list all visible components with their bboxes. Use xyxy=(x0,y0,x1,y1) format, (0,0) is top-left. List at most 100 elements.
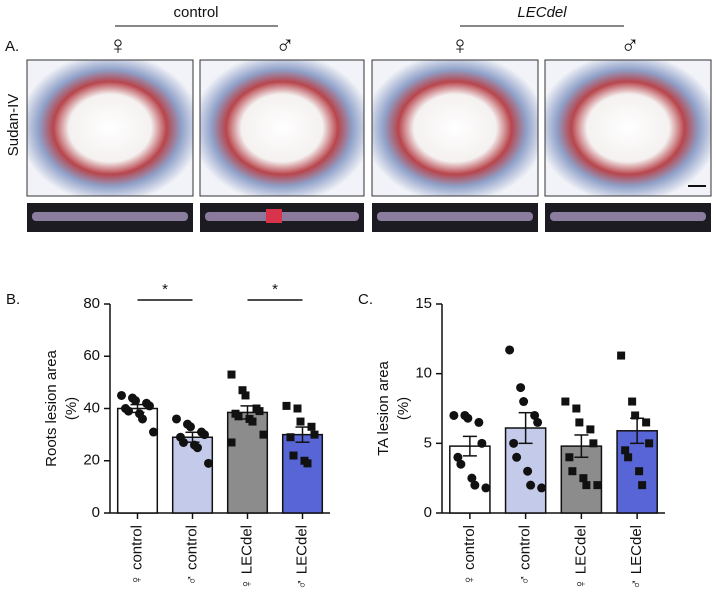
data-point xyxy=(193,443,202,453)
data-point xyxy=(565,453,574,462)
stain-label: Sudan-IV xyxy=(5,94,22,157)
data-point xyxy=(593,481,602,490)
data-point xyxy=(238,386,247,395)
data-point xyxy=(227,370,236,379)
significance-label: * xyxy=(162,281,168,298)
data-point xyxy=(186,422,195,432)
y-axis-label: TA lesion area xyxy=(375,360,392,455)
data-point xyxy=(642,418,651,427)
y-axis-label: (%) xyxy=(395,397,412,420)
data-point xyxy=(293,404,302,413)
data-point xyxy=(624,453,633,462)
data-point xyxy=(117,390,126,400)
data-point xyxy=(519,397,529,407)
data-point xyxy=(248,417,257,426)
x-tick-label: ♂ control xyxy=(183,525,200,585)
bar xyxy=(116,407,159,514)
micrographs xyxy=(26,59,712,232)
data-point xyxy=(470,480,480,490)
data-point xyxy=(179,437,188,447)
data-point xyxy=(282,401,291,410)
data-point xyxy=(145,401,154,411)
data-point xyxy=(259,430,268,439)
data-point xyxy=(234,412,243,421)
data-point xyxy=(509,438,519,448)
data-point xyxy=(579,474,588,483)
data-point xyxy=(227,438,236,447)
y-tick-label: 15 xyxy=(415,295,432,312)
aorta xyxy=(266,209,282,223)
data-point xyxy=(131,396,140,406)
x-tick-label: ♂ LECdel xyxy=(628,525,645,590)
x-tick-label: ♂ LECdel xyxy=(293,525,310,590)
data-point xyxy=(621,446,630,455)
y-tick-label: 60 xyxy=(83,347,100,364)
data-point xyxy=(477,438,487,448)
data-point xyxy=(582,481,591,490)
sex-symbol: ♂ xyxy=(620,30,640,60)
data-point xyxy=(572,404,581,413)
data-point xyxy=(138,414,147,424)
y-tick-label: 80 xyxy=(83,295,100,312)
data-point xyxy=(638,481,647,490)
data-point xyxy=(200,430,209,440)
sex-symbol: ♀ xyxy=(450,30,470,60)
panel-label: C. xyxy=(358,291,373,308)
group-label: LECdel xyxy=(517,4,567,21)
data-point xyxy=(307,422,316,431)
group-label: control xyxy=(173,4,218,21)
data-point xyxy=(172,414,181,424)
data-point xyxy=(255,407,264,416)
x-tick-label: ♀ control xyxy=(461,525,478,585)
data-point xyxy=(645,439,654,448)
data-point xyxy=(537,483,547,493)
y-tick-label: 10 xyxy=(415,365,432,382)
data-point xyxy=(568,467,577,476)
y-tick-label: 0 xyxy=(424,504,432,521)
y-tick-label: 0 xyxy=(92,504,100,521)
aorta xyxy=(32,212,188,221)
data-point xyxy=(456,459,466,469)
aorta xyxy=(550,212,706,221)
data-point xyxy=(310,430,319,439)
x-tick-label: ♀ LECdel xyxy=(238,525,255,590)
data-point xyxy=(628,397,637,406)
data-point xyxy=(241,391,250,400)
panel-label: B. xyxy=(6,291,20,308)
panel-label: A. xyxy=(5,38,19,55)
data-point xyxy=(449,410,459,420)
data-point xyxy=(453,452,463,462)
data-point xyxy=(289,451,298,460)
data-point xyxy=(530,410,540,420)
bar xyxy=(226,411,269,514)
sex-symbol: ♀ xyxy=(108,30,128,60)
data-point xyxy=(481,483,491,493)
sex-symbol: ♂ xyxy=(275,30,295,60)
micrograph xyxy=(199,59,365,197)
y-tick-label: 20 xyxy=(83,452,100,469)
data-point xyxy=(303,459,312,468)
x-tick-label: ♀ control xyxy=(128,525,145,585)
data-point xyxy=(204,458,213,468)
y-tick-label: 5 xyxy=(424,434,432,451)
y-axis-label: (%) xyxy=(63,397,80,420)
micrograph xyxy=(26,59,194,197)
x-tick-label: ♂ control xyxy=(517,525,534,585)
data-point xyxy=(523,466,533,476)
micrograph xyxy=(544,59,712,197)
data-point xyxy=(474,417,484,427)
micrograph xyxy=(371,59,539,197)
data-point xyxy=(575,418,584,427)
data-point xyxy=(635,467,644,476)
data-point xyxy=(286,433,295,442)
data-point xyxy=(533,417,543,427)
data-point xyxy=(512,452,522,462)
data-point xyxy=(526,480,536,490)
data-point xyxy=(586,425,595,434)
data-point xyxy=(296,417,305,426)
bar xyxy=(281,433,324,514)
y-axis-label: Roots lesion area xyxy=(43,349,60,466)
data-point xyxy=(149,427,158,437)
